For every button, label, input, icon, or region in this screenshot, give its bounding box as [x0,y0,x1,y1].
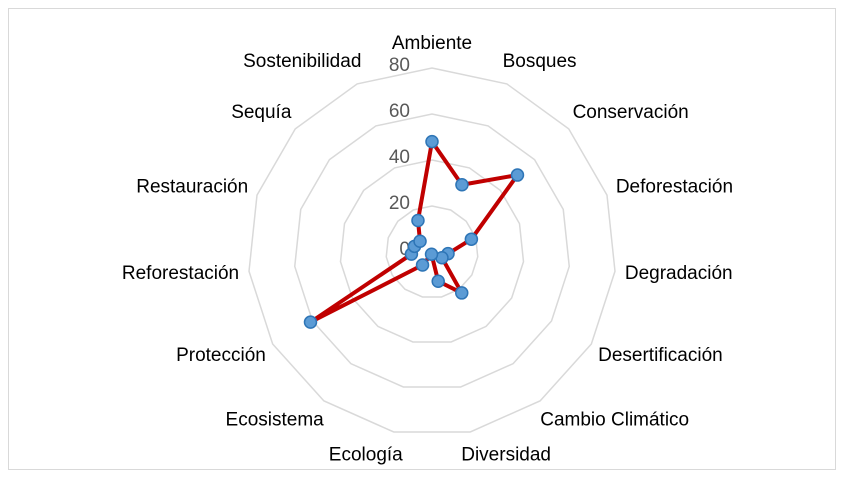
category-label: Bosques [503,51,577,72]
category-label: Ecosistema [226,409,325,430]
category-label: Restauración [136,177,248,198]
category-label: Deforestación [616,177,733,198]
grid-ring [248,67,616,433]
category-label: Sequía [231,102,292,123]
category-label: Protección [176,345,266,366]
y-tick-label: 60 [389,101,410,122]
data-point [454,286,469,300]
data-point [424,247,439,261]
category-label: Sostenibilidad [243,51,361,72]
data-point [455,178,469,192]
grid-ring [339,159,525,343]
category-label: Ambiente [392,33,472,54]
data-point [413,234,427,248]
y-tick-label: 40 [389,147,410,168]
grid-ring [385,205,479,298]
category-label: Reforestación [122,263,239,284]
y-tick-label: 0 [399,239,410,260]
data-point [431,274,445,288]
category-label: Degradación [625,263,733,284]
data-point [415,258,430,272]
category-label: Conservación [573,102,689,123]
data-point [510,168,525,182]
category-label: Ecología [329,444,403,465]
y-tick-label: 20 [389,193,410,214]
data-point [464,232,479,246]
data-point [411,213,425,228]
y-tick-label: 80 [389,55,410,76]
category-label: Diversidad [461,444,551,465]
category-label: Desertificación [598,345,723,366]
data-point [303,315,318,329]
category-label: Cambio Climático [540,409,689,430]
data-point [425,134,439,149]
grid-ring [293,113,571,388]
